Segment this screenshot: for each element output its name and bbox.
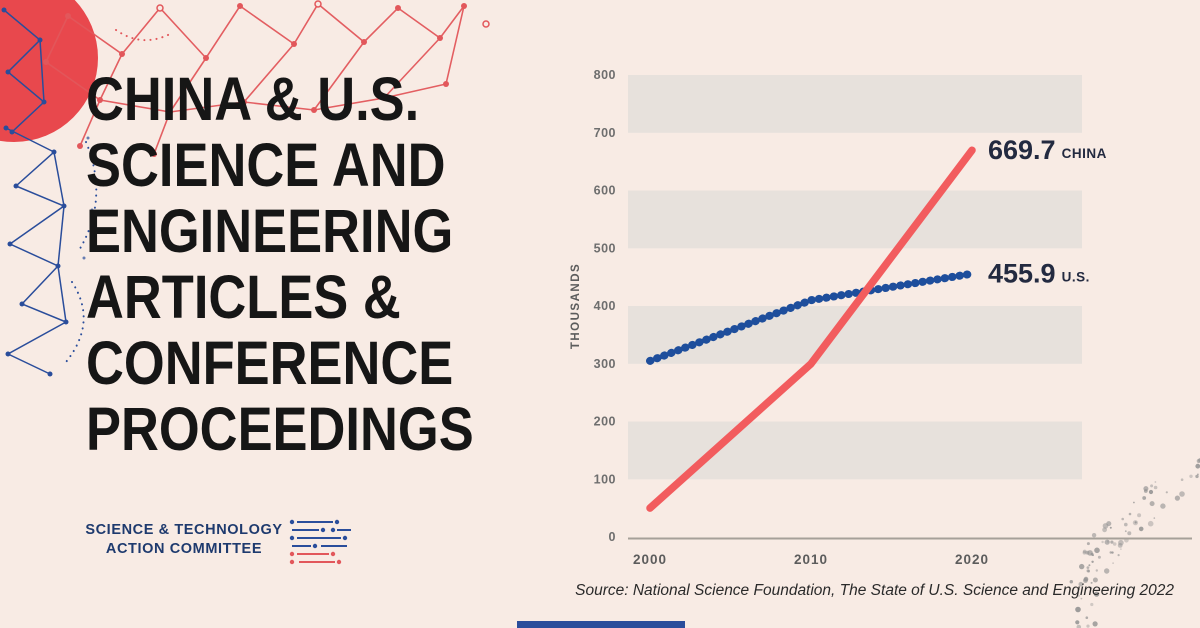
source-text: Source: National Science Foundation, The… xyxy=(575,582,1174,599)
series-line-china xyxy=(646,146,976,512)
logo-icon xyxy=(289,519,351,565)
x-tick-label: 2010 xyxy=(794,552,828,567)
y-tick-label: 600 xyxy=(594,184,616,198)
line-chart: 0 100 200 300 400 500 600 700 800 THOUSANDS 2000 20… xyxy=(570,68,1192,567)
blue-mesh-nodes xyxy=(1,7,94,377)
y-tick-label: 800 xyxy=(594,68,616,82)
x-tick-label: 2000 xyxy=(633,552,667,567)
y-tick-label: 200 xyxy=(594,415,616,429)
series-line-us xyxy=(646,269,976,365)
title-line: CONFERENCE xyxy=(86,329,454,397)
y-tick-label: 500 xyxy=(594,241,616,255)
red-circle-decoration xyxy=(0,0,98,142)
grid-band xyxy=(628,421,1082,480)
y-tick-label: 0 xyxy=(609,530,616,544)
red-dotted-curve xyxy=(115,29,171,41)
logo-line1: SCIENCE & TECHNOLOGY xyxy=(85,522,283,538)
brand-bar xyxy=(517,621,685,628)
y-tick-label: 100 xyxy=(594,472,616,486)
y-axis-title: THOUSANDS xyxy=(570,263,582,349)
grid-band xyxy=(628,306,1082,364)
page-title: CHINA & U.S. SCIENCE AND ENGINEERING ART… xyxy=(86,66,474,462)
title-line: PROCEEDINGS xyxy=(86,395,474,463)
y-tick-label: 400 xyxy=(594,299,616,313)
title-line: SCIENCE AND xyxy=(86,131,446,199)
series-end-label: 455.9 U.S. xyxy=(988,259,1090,289)
y-tick-label: 300 xyxy=(594,357,616,371)
y-tick-label: 700 xyxy=(594,126,616,140)
title-line: ENGINEERING xyxy=(86,197,454,265)
blue-mesh xyxy=(3,9,98,375)
logo-text: SCIENCE & TECHNOLOGY ACTION COMMITTEE xyxy=(84,521,284,559)
x-tick-label: 2020 xyxy=(955,552,989,567)
logo-line2: ACTION COMMITTEE xyxy=(105,541,263,557)
title-line: ARTICLES & xyxy=(86,263,401,331)
series-end-label: 669.7 CHINA xyxy=(988,135,1107,165)
grid-band xyxy=(628,190,1082,249)
grid-band xyxy=(628,75,1082,133)
title-line: CHINA & U.S. xyxy=(86,65,420,133)
